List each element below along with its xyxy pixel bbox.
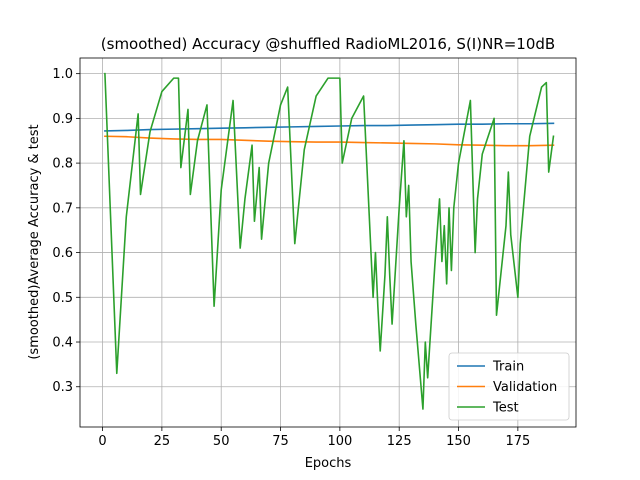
x-tick-label: 175 (505, 434, 530, 449)
y-tick-label: 1.0 (52, 67, 73, 82)
y-tick-label: 0.4 (52, 336, 73, 351)
legend: Train Validation Test (448, 352, 570, 421)
x-tick-label: 0 (98, 434, 106, 449)
chart-title: (smoothed) Accuracy @shuffled RadioML201… (101, 35, 555, 53)
y-axis-title: (smoothed)Average Accuracy & test (27, 124, 42, 359)
series-line-train (104, 122, 555, 132)
x-tick-label: 75 (272, 434, 289, 449)
series-layer (104, 72, 555, 410)
y-tick-label: 0.8 (52, 157, 73, 172)
series-line-test (104, 72, 555, 410)
x-tick-label: 50 (213, 434, 230, 449)
y-tick-label: 0.3 (52, 380, 73, 395)
x-tick-label: 25 (154, 434, 171, 449)
y-tick-label: 0.6 (52, 246, 73, 261)
legend-label-test: Test (492, 401, 519, 416)
legend-label-validation: Validation (493, 380, 557, 395)
grid (80, 58, 576, 427)
x-tick-label: 150 (446, 434, 471, 449)
y-tick-label: 0.7 (52, 201, 73, 216)
ticks: 0 25 50 75 100 125 150 175 0.3 0.4 0.5 0.6 0.7 0.8 0.9… (52, 67, 530, 449)
legend-label-train: Train (492, 360, 524, 375)
x-axis-title: Epochs (305, 456, 352, 471)
x-tick-label: 125 (387, 434, 412, 449)
x-tick-label: 100 (327, 434, 352, 449)
legend-box (448, 352, 570, 421)
series-line-validation (104, 135, 555, 147)
y-tick-label: 0.9 (52, 112, 73, 127)
y-tick-label: 0.5 (52, 291, 73, 306)
plot-frame (79, 57, 577, 428)
